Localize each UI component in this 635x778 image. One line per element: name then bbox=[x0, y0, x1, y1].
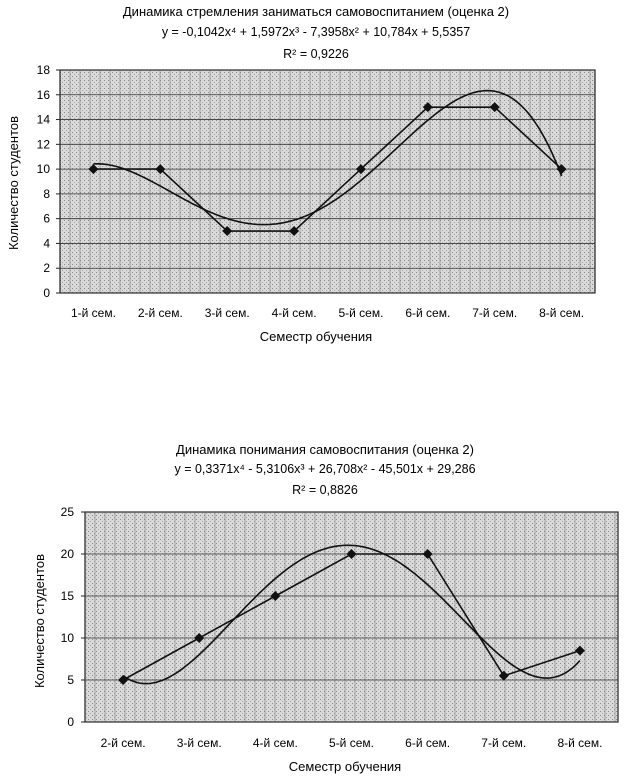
data-point bbox=[222, 226, 233, 237]
trendline bbox=[93, 89, 563, 226]
y-tick-label: 6 bbox=[43, 212, 50, 226]
x-tick-label: 3-й сем. bbox=[177, 736, 222, 750]
y-tick-label: 4 bbox=[43, 236, 50, 250]
data-point bbox=[422, 549, 433, 559]
data-point bbox=[574, 645, 585, 656]
data-series-line bbox=[93, 106, 563, 232]
data-point bbox=[88, 164, 99, 175]
y-tick-label: 25 bbox=[61, 505, 75, 519]
chart-2-y-axis-label: Количество студентов bbox=[32, 554, 47, 688]
data-point bbox=[155, 164, 166, 175]
data-point bbox=[489, 102, 500, 113]
y-tick-label: 20 bbox=[61, 547, 75, 561]
data-point bbox=[346, 549, 357, 559]
plot-background bbox=[84, 511, 619, 723]
chart-2-equation: y = 0,3371x⁴ - 5,3106x³ + 26,708x² - 45,… bbox=[174, 462, 475, 476]
y-tick-label: 15 bbox=[61, 589, 75, 603]
y-tick-label: 18 bbox=[37, 63, 51, 77]
y-tick-label: 14 bbox=[37, 113, 51, 127]
trendline bbox=[122, 544, 581, 685]
y-tick-label: 0 bbox=[43, 286, 50, 300]
x-tick-label: 3-й сем. bbox=[205, 306, 250, 320]
x-tick-label: 4-й сем. bbox=[272, 306, 317, 320]
y-tick-label: 10 bbox=[61, 631, 75, 645]
y-tick-label: 5 bbox=[67, 673, 74, 687]
data-point bbox=[289, 226, 300, 237]
x-tick-label: 5-й сем. bbox=[329, 736, 374, 750]
chart-2-svg: Динамика понимания самовоспитания (оценк… bbox=[32, 442, 619, 774]
chart-1-x-axis-label: Семестр обучения bbox=[260, 329, 372, 344]
x-tick-label: 4-й сем. bbox=[253, 736, 298, 750]
chart-self-education-striving: Динамика стремления заниматься самовоспи… bbox=[0, 0, 635, 350]
data-point bbox=[556, 164, 567, 175]
x-tick-label: 8-й сем. bbox=[557, 736, 602, 750]
y-tick-label: 0 bbox=[67, 715, 74, 729]
chart-1-plot-area: 0 2 4 6 8 10 12 14 16 18 1-й сем. 2-й сем. 3-й сем. 4… bbox=[37, 63, 596, 320]
chart-1-svg: Динамика стремления заниматься самовоспи… bbox=[6, 4, 596, 344]
chart-2-r-squared: R² = 0,8826 bbox=[292, 483, 358, 497]
x-tick-label: 1-й сем. bbox=[71, 306, 116, 320]
chart-2-x-axis-label: Семестр обучения bbox=[289, 759, 401, 774]
x-tick-label: 6-й сем. bbox=[405, 736, 450, 750]
chart-1-title: Динамика стремления заниматься самовоспи… bbox=[123, 4, 509, 19]
y-tick-label: 2 bbox=[43, 261, 50, 275]
x-tick-label: 8-й сем. bbox=[539, 306, 584, 320]
chart-2-plot-area: 0 5 10 15 20 25 2-й сем. 3-й сем. 4-й сем. 5-й се… bbox=[61, 505, 619, 750]
chart-1-y-axis-label: Количество студентов bbox=[6, 116, 21, 250]
chart-2-title: Динамика понимания самовоспитания (оценк… bbox=[176, 442, 474, 457]
data-point bbox=[422, 102, 433, 113]
chart-1-equation: y = -0,1042x⁴ + 1,5972x³ - 7,3958x² + 10… bbox=[162, 25, 470, 39]
x-tick-label: 5-й сем. bbox=[338, 306, 383, 320]
data-point bbox=[118, 675, 129, 685]
y-tick-label: 8 bbox=[43, 187, 50, 201]
data-point bbox=[498, 670, 509, 681]
x-tick-label: 7-й сем. bbox=[481, 736, 526, 750]
data-point bbox=[355, 164, 366, 175]
x-tick-label: 2-й сем. bbox=[138, 306, 183, 320]
data-point bbox=[194, 633, 205, 643]
chart-1-r-squared: R² = 0,9226 bbox=[283, 47, 349, 61]
plot-background bbox=[59, 69, 596, 294]
x-tick-label: 7-й сем. bbox=[472, 306, 517, 320]
data-point bbox=[270, 591, 281, 601]
x-tick-label: 6-й сем. bbox=[405, 306, 450, 320]
y-tick-label: 12 bbox=[37, 137, 51, 151]
y-tick-label: 16 bbox=[37, 88, 51, 102]
chart-self-education-understanding: Динамика понимания самовоспитания (оценк… bbox=[0, 435, 635, 778]
y-tick-label: 10 bbox=[37, 162, 51, 176]
x-tick-label: 2-й сем. bbox=[101, 736, 146, 750]
